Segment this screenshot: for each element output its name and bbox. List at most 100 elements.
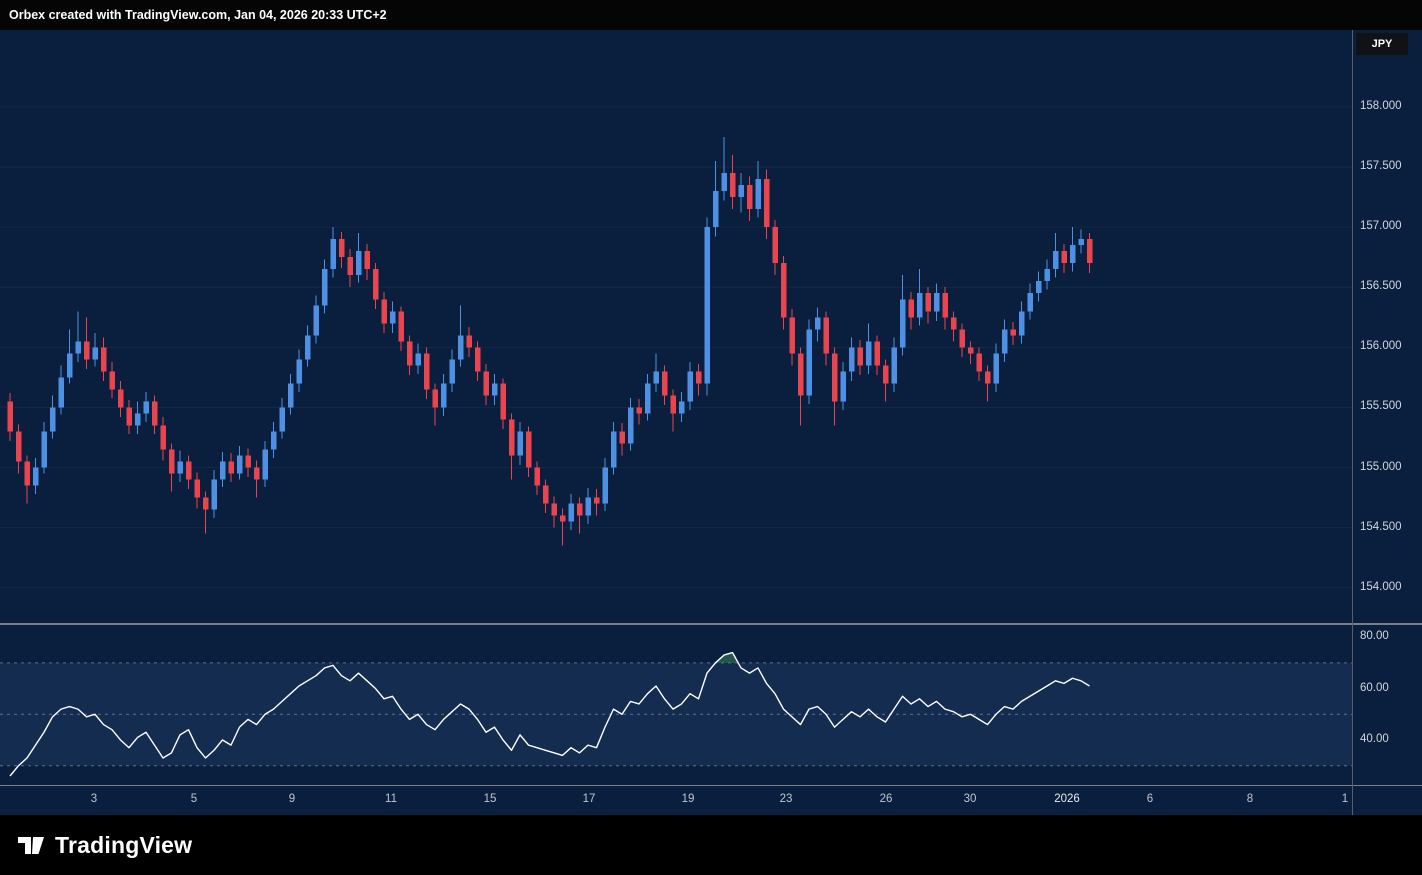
candle-body	[670, 395, 676, 414]
candle-body	[959, 329, 965, 348]
candle-body	[270, 431, 277, 450]
candle-body	[508, 419, 515, 456]
candle-body	[355, 251, 362, 276]
candle-body	[865, 341, 872, 366]
candle-body	[398, 311, 404, 342]
candle-body	[525, 431, 532, 468]
rsi-pane[interactable]	[0, 625, 1352, 785]
candlestick-chart[interactable]	[0, 30, 1352, 625]
time-axis[interactable]: 3 5 9 11 15 17 19 23 26 30 2026 6 8 1	[0, 786, 1352, 815]
candle-body	[1044, 269, 1050, 282]
candle-body	[15, 431, 22, 462]
candle-body	[1027, 293, 1033, 312]
candle-body	[143, 401, 149, 414]
candle-body	[678, 401, 685, 414]
candle-body	[117, 389, 124, 408]
candle-body	[721, 173, 727, 192]
price-pane[interactable]	[0, 30, 1352, 625]
candle-body	[109, 371, 115, 390]
candle-body	[330, 239, 336, 270]
candle-body	[933, 293, 940, 312]
symbol-badge: JPY	[1356, 33, 1408, 55]
time-axis-label: 23	[779, 793, 793, 805]
candle-body	[712, 191, 719, 228]
pane-separator[interactable]	[0, 623, 1422, 625]
candle-body	[942, 293, 948, 318]
candle-body	[100, 347, 107, 372]
candle-body	[517, 431, 523, 456]
time-axis-label: 2026	[1054, 793, 1080, 805]
candle-body	[321, 269, 328, 306]
price-axis-label: 157.000	[1360, 220, 1402, 233]
candle-body	[457, 335, 464, 360]
candle-body	[993, 353, 999, 384]
candle-body	[874, 341, 880, 366]
candle-body	[219, 461, 226, 480]
rsi-axis-label: 60.00	[1360, 681, 1389, 694]
candle-body	[772, 227, 778, 264]
attribution-bar: Orbex created with TradingView.com, Jan …	[0, 0, 1422, 30]
time-axis-label: 11	[385, 793, 397, 805]
candle-body	[160, 425, 166, 450]
price-axis-label: 156.000	[1360, 340, 1402, 353]
time-axis-label: 26	[879, 793, 893, 805]
candle-body	[916, 293, 923, 318]
candle-body	[449, 359, 455, 384]
candle-body	[338, 239, 345, 258]
time-axis-label: 8	[1246, 793, 1254, 805]
candle-body	[92, 347, 98, 360]
candle-body	[780, 263, 787, 318]
tradingview-wordmark: TradingView	[55, 831, 193, 858]
candle-body	[610, 431, 617, 468]
candle-body	[177, 461, 183, 474]
candle-body	[950, 317, 957, 330]
candle-body	[423, 353, 430, 390]
tradingview-logo[interactable]: TradingView	[16, 832, 192, 859]
candle-body	[313, 305, 319, 336]
candle-body	[134, 413, 141, 426]
candle-body	[83, 341, 90, 360]
candle-body	[806, 329, 812, 396]
price-axis-label: 154.000	[1360, 580, 1402, 593]
candle-body	[389, 311, 396, 324]
rsi-axis-label: 80.00	[1360, 630, 1389, 643]
price-axis-label: 155.000	[1360, 460, 1402, 473]
candle-body	[593, 497, 600, 504]
candle-body	[542, 485, 549, 504]
candle-body	[296, 359, 302, 384]
candle-body	[534, 467, 540, 486]
candle-body	[551, 503, 557, 516]
candle-body	[202, 497, 209, 510]
candle-body	[882, 365, 889, 384]
candle-body	[483, 371, 489, 396]
candle-body	[1052, 251, 1059, 270]
chart-area: 3 5 9 11 15 17 19 23 26 30 2026 6 8 1 JPY 158.000 157.…	[0, 30, 1422, 815]
candle-body	[729, 173, 736, 198]
candle-body	[789, 317, 795, 354]
candle-body	[236, 455, 243, 474]
candle-body	[262, 449, 268, 480]
price-axis[interactable]: JPY 158.000 157.500 157.000 156.500 156.000 1…	[1353, 30, 1422, 815]
candle-body	[474, 347, 481, 372]
candle-body	[304, 335, 311, 360]
candle-body	[602, 467, 608, 504]
candle-body	[185, 461, 192, 480]
candle-body	[151, 401, 158, 426]
candle-body	[976, 353, 982, 372]
candle-body	[372, 269, 379, 300]
price-axis-label: 155.500	[1360, 400, 1402, 413]
attribution-text: Orbex created with TradingView.com, Jan …	[9, 8, 387, 22]
candle-body	[58, 377, 64, 408]
candle-body	[831, 353, 838, 402]
candle-body	[1001, 329, 1008, 354]
candle-body	[1061, 251, 1067, 264]
candle-body	[194, 479, 200, 498]
candle-body	[653, 371, 659, 384]
candle-body	[253, 467, 260, 480]
rsi-axis-label: 40.00	[1360, 732, 1389, 745]
candle-body	[364, 251, 370, 270]
candle-body	[75, 341, 81, 354]
rsi-indicator-chart[interactable]	[0, 625, 1352, 785]
candle-body	[568, 503, 574, 522]
